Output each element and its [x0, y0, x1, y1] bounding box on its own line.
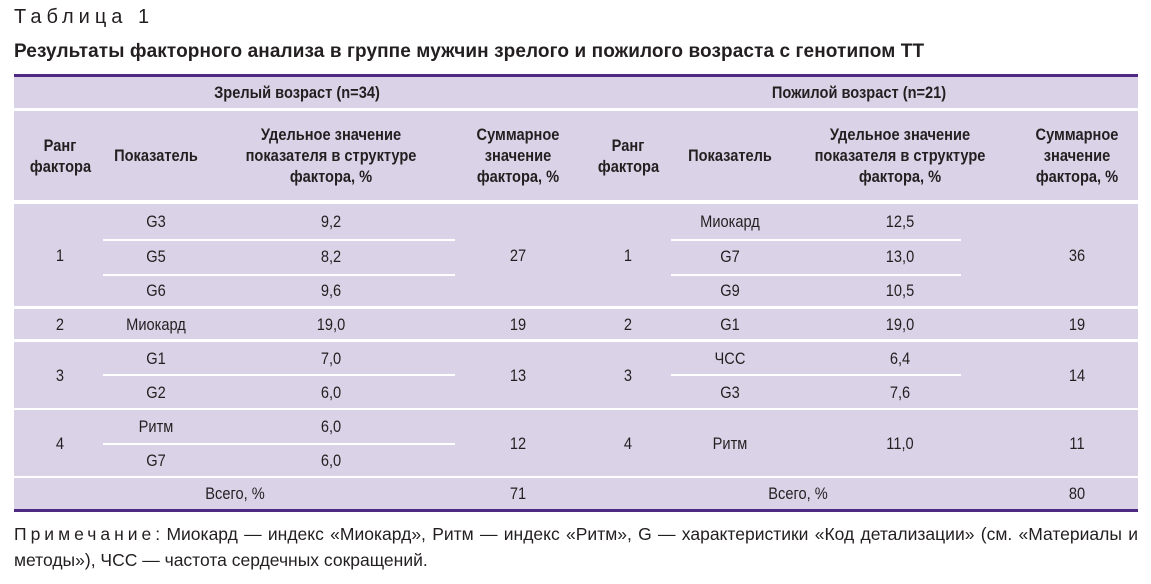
table-top-border — [14, 74, 1138, 77]
value-cell: 9,2 — [320, 211, 342, 231]
value-cell: 13,0 — [885, 247, 915, 266]
indicator-cell: G2 — [146, 382, 166, 402]
value-cell: 19,0 — [316, 314, 346, 334]
col-header-rank-mature: Ранг фактора — [29, 135, 92, 176]
sum-cell: 14 — [1068, 365, 1086, 385]
total-label-elderly: Всего, % — [768, 484, 828, 503]
value-cell: 6,0 — [320, 451, 342, 470]
value-cell: 6,0 — [320, 417, 342, 436]
col-header-indicator-mature: Показатель — [114, 146, 198, 165]
sum-cell: 12 — [509, 433, 527, 453]
indicator-cell: Миокард — [126, 314, 186, 334]
total-value-mature: 71 — [509, 484, 527, 503]
sum-cell: 19 — [1068, 314, 1086, 334]
factor-1-row — [14, 204, 1138, 306]
indicator-cell: Ритм — [138, 417, 174, 436]
col-header-indicator-elderly: Показатель — [688, 146, 772, 165]
indicator-cell: G3 — [720, 382, 740, 402]
value-cell: 10,5 — [885, 280, 915, 300]
rank-cell: 1 — [55, 245, 65, 265]
rank-cell: 1 — [623, 245, 633, 265]
column-header-row — [14, 111, 1138, 200]
rank-cell: 3 — [623, 365, 633, 385]
table-bottom-border — [14, 509, 1138, 512]
value-cell: 6,0 — [320, 382, 342, 402]
indicator-cell: Миокард — [700, 211, 760, 231]
group-header-elderly: Пожилой возраст (n=21) — [771, 83, 947, 102]
total-value-elderly: 80 — [1068, 484, 1086, 503]
total-label-mature: Всего, % — [205, 484, 265, 503]
indicator-cell: G7 — [146, 451, 166, 470]
sum-cell: 19 — [509, 314, 527, 334]
indicator-cell: ЧСС — [714, 348, 746, 368]
value-cell: 8,2 — [320, 247, 342, 266]
value-cell: 9,6 — [320, 280, 342, 300]
indicator-cell: G6 — [146, 280, 166, 300]
value-cell: 12,5 — [885, 211, 915, 231]
indicator-cell: G1 — [146, 348, 166, 368]
rank-cell: 4 — [55, 433, 65, 453]
table-title: Результаты факторного анализа в группе м… — [14, 41, 925, 62]
indicator-cell: G3 — [146, 211, 166, 231]
rank-cell: 3 — [55, 365, 65, 385]
value-cell: 6,4 — [889, 348, 911, 368]
note-label: Примечание — [14, 524, 156, 544]
sum-cell: 36 — [1068, 245, 1086, 265]
value-cell: 7,0 — [320, 348, 342, 368]
col-header-value-elderly: Удельное значение показателя в структуре… — [814, 125, 986, 186]
factor-2-row — [14, 309, 1138, 339]
rank-cell: 2 — [623, 314, 633, 334]
sum-cell: 11 — [1069, 433, 1085, 453]
col-header-rank-elderly: Ранг фактора — [597, 135, 660, 176]
value-cell: 7,6 — [889, 382, 911, 402]
indicator-cell: G7 — [720, 247, 740, 266]
col-header-value-mature: Удельное значение показателя в структуре… — [245, 125, 417, 186]
group-header-mature: Зрелый возраст (n=34) — [214, 83, 380, 102]
value-cell: 19,0 — [885, 314, 915, 334]
indicator-cell: Ритм — [712, 433, 748, 453]
col-header-sum-mature: Суммарное значение фактора, % — [476, 125, 560, 186]
indicator-cell: G5 — [146, 247, 166, 266]
indicator-cell: G9 — [720, 280, 740, 300]
indicator-cell: G1 — [720, 314, 740, 334]
total-row — [14, 478, 1138, 509]
rank-cell: 4 — [623, 433, 633, 453]
note-text: : Миокард — индекс «Миокард», Ритм — инд… — [14, 524, 1138, 570]
table-note: Примечание: Миокард — индекс «Миокард», … — [14, 521, 1138, 573]
rank-cell: 2 — [55, 314, 65, 334]
group-header-row — [14, 77, 1138, 108]
col-header-sum-elderly: Суммарное значение фактора, % — [1035, 125, 1119, 186]
sum-cell: 27 — [509, 245, 527, 265]
table-caption-label: Таблица 1 — [14, 6, 155, 28]
value-cell: 11,0 — [886, 433, 914, 453]
sum-cell: 13 — [509, 365, 527, 385]
